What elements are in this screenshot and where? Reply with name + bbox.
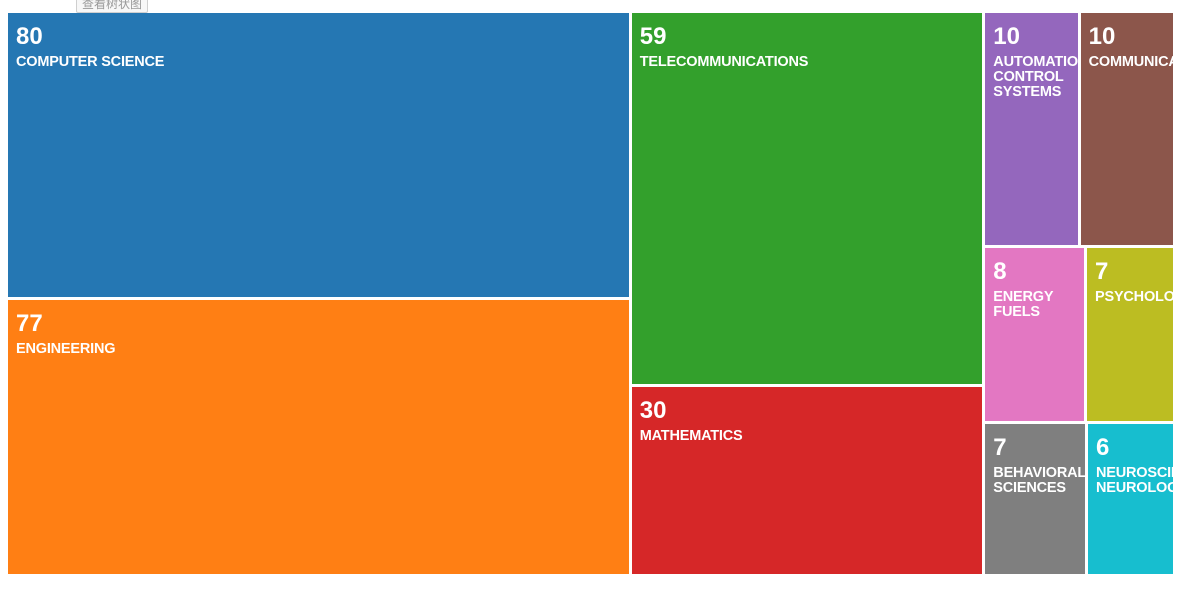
tile-value: 7 [1095,258,1109,285]
tile-value: 80 [16,23,43,50]
tile-value: 7 [993,434,1007,462]
tile-label: PSYCHOLOGY [1095,289,1173,305]
treemap-tile-energy-fuels[interactable]: 8 ENERGY FUELS [985,248,1084,422]
tile-label: COMPUTER SCIENCE [16,54,165,70]
tile-label: MATHEMATICS [639,427,743,444]
treemap-tile-automation-control-systems[interactable]: 10 AUTOMATION CONTROL SYSTEMS [985,13,1078,245]
treemap-tile-psychology[interactable]: 7 PSYCHOLOGY [1087,248,1173,422]
treemap-tile-communication[interactable]: 10 COMMUNICATION [1080,13,1173,245]
tile-label: AUTOMATION CONTROL SYSTEMS [993,54,1078,100]
treemap-tile-behavioral-sciences[interactable]: 7 BEHAVIORAL SCIENCES [985,424,1085,574]
tile-value: 77 [16,310,43,338]
tile-label: ENERGY FUELS [993,289,1054,320]
tile-value: 59 [639,23,667,50]
tile-value: 6 [1095,434,1110,462]
view-tree-button[interactable]: 查看树状图 [76,0,148,13]
treemap-tile-mathematics[interactable]: 30 MATHEMATICS [631,386,983,574]
treemap-tile-engineering[interactable]: 77 ENGINEERING [8,300,629,574]
tile-label: BEHAVIORAL SCIENCES [993,465,1085,497]
treemap-tile-telecommunications[interactable]: 59 TELECOMMUNICATIONS [631,13,983,384]
tile-value: 8 [993,258,1007,285]
treemap-tile-neurosciences-neurology[interactable]: 6 NEUROSCIENCES NEUROLOGY [1087,424,1173,574]
tile-label: COMMUNICATION [1088,54,1173,70]
tile-value: 30 [639,396,667,424]
tile-label: ENGINEERING [16,341,116,358]
tile-label: NEUROSCIENCES NEUROLOGY [1095,465,1173,497]
tile-value: 10 [1088,23,1116,50]
tile-value: 10 [993,23,1020,50]
treemap-tile-computer-science[interactable]: 80 COMPUTER SCIENCE [8,13,629,298]
tile-label: TELECOMMUNICATIONS [639,54,809,70]
